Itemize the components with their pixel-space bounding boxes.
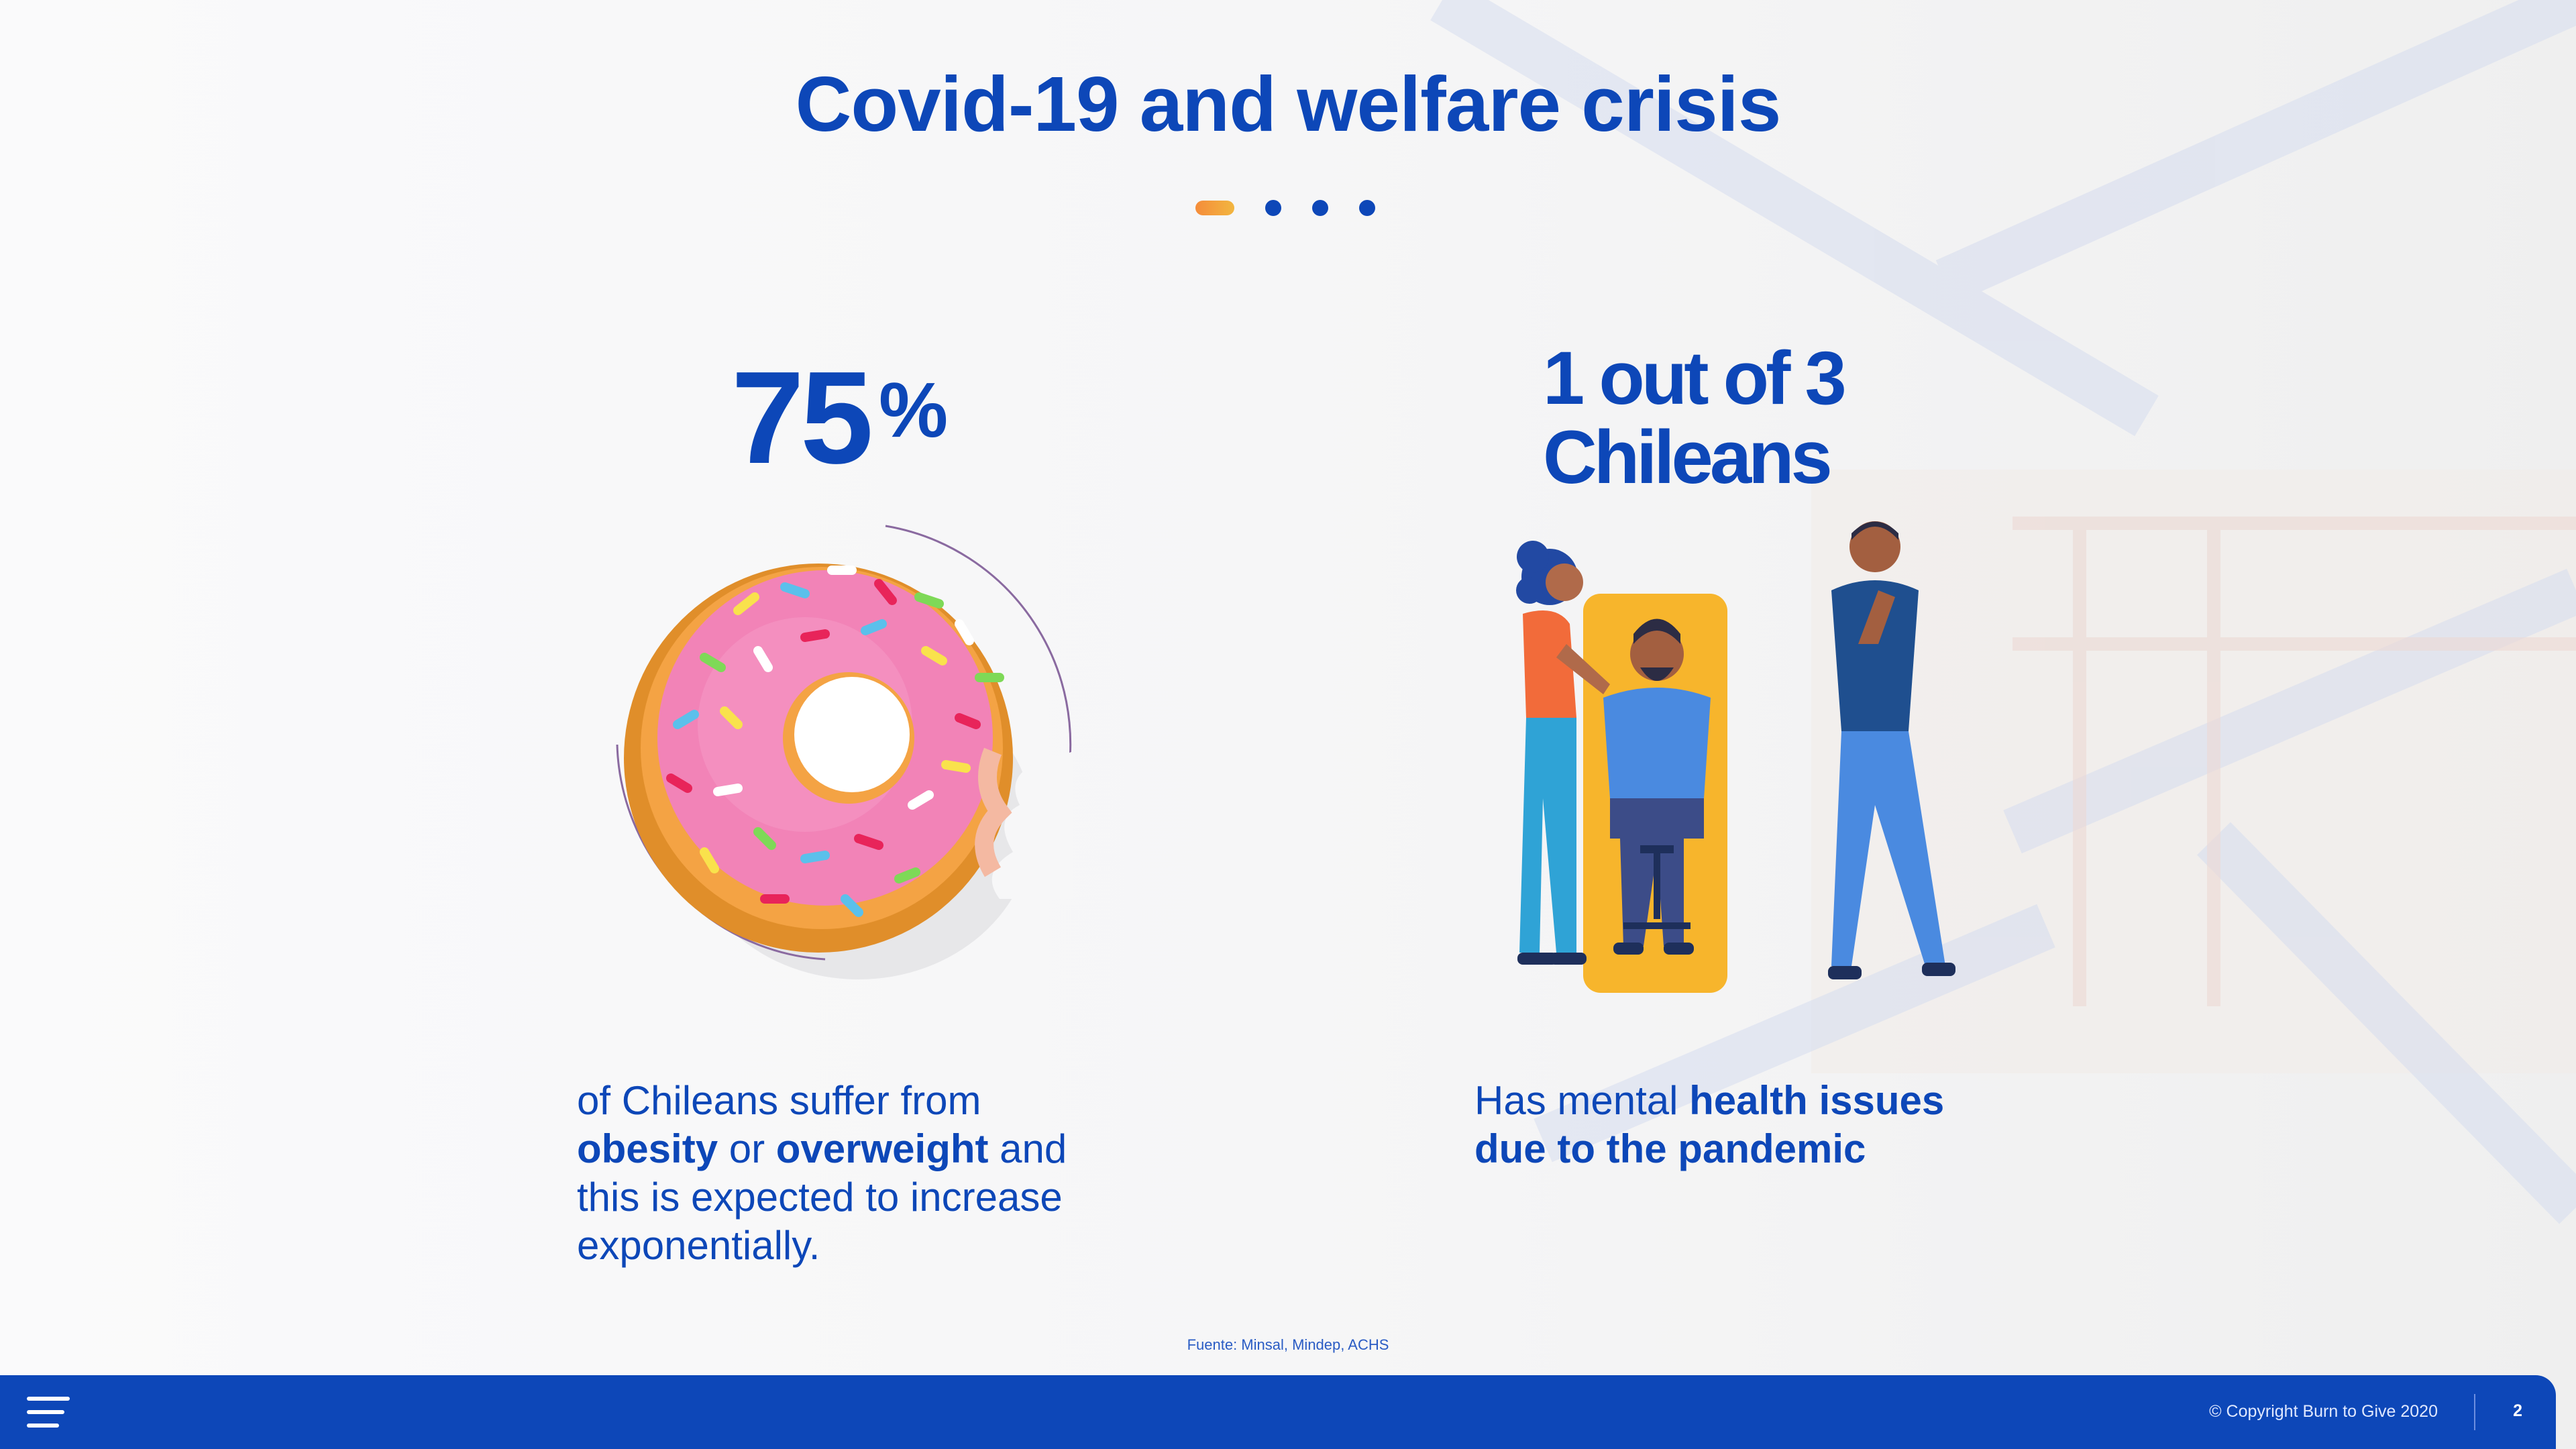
copyright-text: © Copyright Burn to Give 2020 (2209, 1402, 2438, 1421)
footer-bar: © Copyright Burn to Give 2020 2 (0, 1375, 2556, 1449)
pager-dot[interactable] (1265, 200, 1281, 216)
slide-title: Covid-19 and welfare crisis (795, 60, 1782, 148)
stat-number: 75 (731, 344, 873, 491)
mental-health-description: Has mental health issues due to the pand… (1474, 1077, 2078, 1173)
stat-line: Chileans (1543, 415, 1833, 499)
desc-text: and (988, 1126, 1067, 1171)
desc-bold: health issues (1689, 1078, 1945, 1123)
pager-dot-active[interactable] (1195, 201, 1234, 215)
stat-obesity: 75 % (731, 352, 948, 484)
desc-bold: obesity (577, 1126, 718, 1171)
stat-percent-symbol: % (879, 366, 949, 453)
desc-bold: overweight (775, 1126, 989, 1171)
donut-icon (616, 525, 1073, 979)
slide-pager (1195, 199, 1375, 217)
desc-text: exponentially. (577, 1223, 820, 1268)
desc-text: or (718, 1126, 776, 1171)
page-number: 2 (2513, 1401, 2522, 1420)
hamburger-menu-icon[interactable] (27, 1397, 70, 1432)
desc-text: this is expected to increase (577, 1175, 1063, 1220)
source-note: Fuente: Minsal, Mindep, ACHS (1187, 1336, 1389, 1353)
footer-divider (2474, 1394, 2475, 1430)
pager-dot[interactable] (1312, 200, 1328, 216)
stat-mental-health: 1 out of 3 Chileans (1543, 336, 1847, 499)
obesity-description: of Chileans suffer from obesity or overw… (577, 1077, 1181, 1270)
people-mental-health-icon (1516, 521, 1955, 993)
desc-text: of Chileans suffer from (577, 1078, 981, 1123)
desc-text: Has mental (1474, 1078, 1690, 1123)
pager-dot[interactable] (1359, 200, 1375, 216)
stat-line: 1 out of 3 (1543, 336, 1847, 420)
desc-bold: due to the pandemic (1474, 1126, 1866, 1171)
